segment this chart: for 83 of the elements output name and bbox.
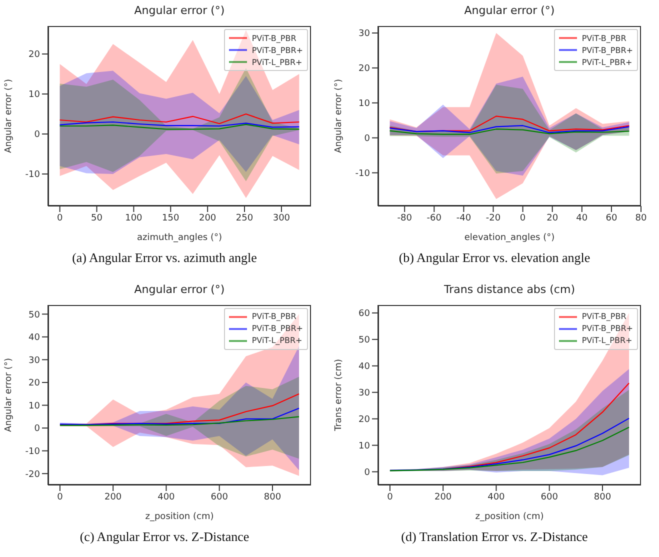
x-tick-label: -20 (486, 213, 501, 224)
legend-label: PViT-B_PBR+ (252, 46, 303, 54)
y-tick-label: -20 (25, 469, 40, 480)
y-tick-label: 20 (358, 64, 370, 74)
y-tick-label: 10 (28, 400, 40, 411)
x-tick-label: 400 (488, 492, 506, 502)
y-axis-title: Angular error (°) (334, 78, 344, 154)
x-tick-label: 50 (91, 213, 103, 224)
legend-label: PViT-B_PBR (252, 312, 296, 321)
x-tick-label: 400 (158, 492, 176, 502)
y-axis-title: Angular error (°) (4, 78, 14, 154)
line-series (59, 407, 300, 425)
text: (b) Angular Error vs. elevation angle (398, 250, 592, 266)
x-tick-label: 200 (104, 492, 122, 502)
x-tick-label: -40 (456, 213, 472, 224)
y-tick-label: 10 (28, 90, 40, 100)
text: (d) Translation Error vs. Z-Distance (400, 528, 589, 544)
x-axis-title: azimuth_angles (°) (137, 233, 222, 243)
text: (c) Angular Error vs. Z-Distance (78, 528, 250, 544)
line-series (59, 113, 300, 124)
text: (a) Angular Error vs. azimuth angle (71, 250, 258, 266)
y-tick-label: 0 (34, 130, 40, 140)
x-tick-label: 60 (606, 213, 618, 224)
y-axis-title: Trans error (cm) (334, 358, 344, 432)
x-tick-label: 100 (125, 213, 143, 224)
chart-title: Trans distance abs (cm) (443, 282, 576, 296)
x-axis-title: elevation_angles (°) (464, 233, 555, 243)
y-tick-label: 10 (358, 440, 370, 451)
y-tick-label: 0 (34, 424, 40, 434)
x-tick-label: 600 (540, 492, 558, 502)
y-tick-label: 0 (364, 134, 370, 144)
legend-label: PViT-L_PBR+ (252, 336, 302, 345)
y-tick-label: 20 (28, 50, 40, 60)
x-tick-label: 0 (56, 213, 63, 224)
x-axis-title: z_position (cm) (475, 512, 544, 522)
x-tick-label: 0 (520, 213, 526, 224)
x-tick-label: 200 (434, 492, 452, 502)
y-tick-label: 20 (358, 414, 370, 425)
legend-label: PViT-B_PBR+ (252, 324, 303, 333)
y-tick-label: -10 (355, 168, 370, 179)
chart-title: Angular error (°) (463, 4, 556, 17)
legend-label: PViT-L_PBR+ (582, 336, 632, 345)
x-tick-label: 200 (198, 213, 216, 224)
chart-title: Angular error (°) (133, 282, 226, 296)
x-tick-label: 150 (162, 213, 180, 224)
line-series (389, 426, 630, 471)
x-tick-label: 0 (387, 492, 394, 502)
y-tick-label: 50 (358, 335, 370, 346)
y-tick-label: -10 (25, 170, 40, 180)
line-series (59, 416, 300, 426)
legend-label: PViT-B_PBR+ (582, 324, 633, 333)
line-series (389, 125, 630, 134)
y-tick-label: 60 (358, 308, 370, 319)
y-tick-label: 30 (358, 388, 370, 398)
x-axis-title: z_position (cm) (145, 512, 214, 522)
x-tick-label: -80 (397, 213, 412, 224)
y-tick-label: 10 (358, 99, 370, 110)
x-tick-label: 800 (594, 492, 612, 502)
y-tick-label: 20 (28, 378, 40, 388)
x-tick-label: 600 (210, 492, 228, 502)
y-tick-label: 40 (28, 332, 40, 343)
legend-label: PViT-B_PBR (582, 312, 626, 321)
legend-label: PViT-B_PBR (582, 34, 626, 42)
y-tick-label: 50 (28, 310, 40, 320)
x-tick-label: 40 (576, 213, 588, 224)
y-axis-title: Angular error (°) (4, 357, 14, 432)
y-tick-label: 30 (28, 355, 40, 366)
x-tick-label: 20 (546, 213, 558, 224)
legend-label: PViT-B_PBR+ (582, 46, 633, 54)
x-tick-label: 300 (272, 213, 290, 224)
y-tick-label: 40 (358, 362, 370, 372)
legend-label: PViT-L_PBR+ (582, 58, 632, 66)
x-tick-label: 0 (57, 492, 64, 502)
x-tick-label: -60 (426, 213, 442, 224)
legend-label: PViT-B_PBR (252, 34, 296, 42)
y-tick-label: 0 (364, 467, 370, 478)
y-tick-label: 30 (358, 29, 370, 40)
legend-label: PViT-L_PBR+ (252, 58, 302, 66)
y-tick-label: -10 (25, 446, 40, 457)
x-tick-label: 800 (264, 492, 282, 502)
x-tick-label: 80 (635, 213, 647, 224)
x-tick-label: 250 (236, 213, 254, 224)
chart-title: Angular error (°) (133, 4, 226, 17)
